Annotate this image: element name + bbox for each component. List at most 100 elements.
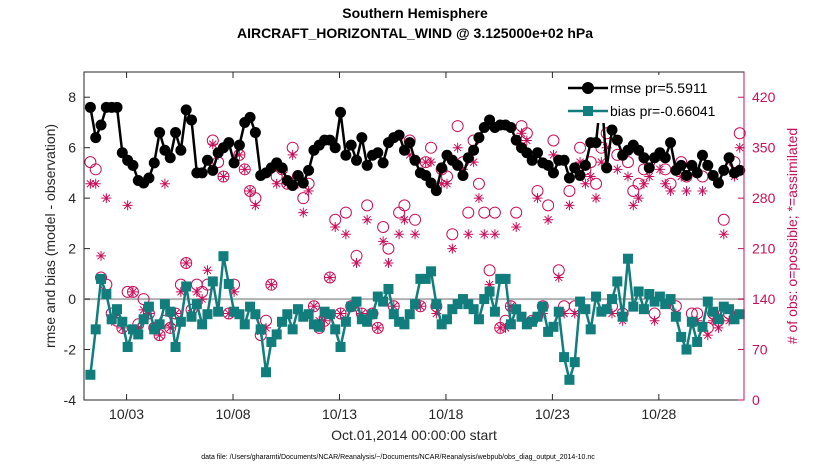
obs-assimilated-marker bbox=[468, 157, 479, 168]
bias-point bbox=[218, 251, 229, 262]
obs-assimilated-marker bbox=[362, 214, 373, 225]
bias-point bbox=[495, 273, 506, 284]
plot-area bbox=[83, 71, 745, 401]
bias-point bbox=[271, 329, 282, 340]
rmse-point bbox=[718, 164, 730, 176]
obs-assimilated-marker bbox=[681, 185, 692, 196]
bias-point bbox=[308, 319, 319, 330]
bias-point bbox=[548, 321, 559, 332]
obs-possible-marker bbox=[590, 177, 603, 190]
bias-point bbox=[622, 253, 633, 264]
rmse-point bbox=[303, 164, 315, 176]
obs-possible-marker bbox=[483, 264, 496, 277]
rmse-point bbox=[734, 164, 746, 176]
obs-assimilated-marker bbox=[548, 149, 559, 160]
bias-point bbox=[223, 278, 234, 289]
bias-point bbox=[617, 311, 628, 322]
bias-point bbox=[298, 311, 309, 322]
right-y-axis-label: # of obs: o=possible; *=assimilated bbox=[784, 128, 800, 344]
bias-point bbox=[112, 304, 122, 315]
rmse-point bbox=[148, 157, 160, 169]
obs-possible-marker bbox=[217, 170, 230, 183]
obs-possible-marker bbox=[717, 213, 730, 226]
bias-point bbox=[213, 306, 224, 317]
obs-assimilated-marker bbox=[207, 139, 218, 150]
rmse-point bbox=[249, 127, 261, 139]
rmse-point bbox=[335, 106, 347, 118]
obs-assimilated-marker bbox=[553, 272, 564, 283]
obs-possible-marker bbox=[180, 257, 193, 270]
bias-point bbox=[436, 319, 447, 330]
rmse-point bbox=[233, 139, 245, 151]
y-tick-label: 2 bbox=[68, 241, 76, 257]
bias-point bbox=[149, 324, 160, 335]
obs-assimilated-marker bbox=[340, 229, 351, 240]
bias-point bbox=[287, 324, 298, 335]
rmse-point bbox=[558, 154, 570, 166]
y-tick-label: -2 bbox=[64, 342, 77, 358]
rmse-point bbox=[345, 139, 357, 151]
legend-bias-label: bias pr=-0.66041 bbox=[610, 103, 716, 119]
bias-point bbox=[697, 321, 708, 332]
rmse-point bbox=[681, 169, 693, 181]
obs-assimilated-marker bbox=[612, 164, 623, 175]
bias-point bbox=[138, 314, 149, 325]
rmse-point bbox=[90, 132, 102, 144]
obs-assimilated-marker bbox=[660, 178, 671, 189]
right-y-tick-label: 420 bbox=[752, 89, 776, 105]
bias-point bbox=[234, 309, 245, 320]
obs-assimilated-marker bbox=[90, 178, 101, 189]
rmse-point bbox=[606, 124, 618, 136]
obs-assimilated-marker bbox=[708, 315, 719, 326]
bias-point bbox=[90, 324, 101, 335]
rmse-point bbox=[356, 132, 368, 144]
bias-point bbox=[420, 273, 431, 284]
bias-point bbox=[537, 301, 548, 312]
bias-point bbox=[388, 309, 399, 320]
legend-rmse-label: rmse pr=5.5911 bbox=[610, 80, 708, 96]
bias-point bbox=[591, 291, 602, 302]
obs-assimilated-marker bbox=[537, 308, 548, 319]
bias-point bbox=[612, 276, 623, 287]
data-file-footnote: data file: /Users/gharamti/Documents/NCA… bbox=[201, 454, 595, 461]
bias-point bbox=[644, 289, 655, 300]
bias-point bbox=[410, 299, 421, 310]
bias-point bbox=[559, 352, 570, 363]
bias-point bbox=[255, 324, 266, 335]
obs-assimilated-marker bbox=[495, 322, 506, 333]
rmse-point bbox=[329, 142, 341, 154]
obs-possible-marker bbox=[297, 192, 310, 205]
bias-point bbox=[601, 304, 612, 315]
obs-assimilated-marker bbox=[457, 164, 468, 175]
obs-possible-marker bbox=[89, 163, 102, 176]
obs-assimilated-marker bbox=[324, 272, 335, 283]
obs-possible-marker bbox=[334, 307, 347, 320]
obs-assimilated-marker bbox=[431, 308, 442, 319]
rmse-point bbox=[659, 152, 671, 164]
rmse-point bbox=[351, 154, 363, 166]
bias-point bbox=[351, 296, 362, 307]
x-tick-label: 10/03 bbox=[109, 406, 144, 422]
bias-point bbox=[479, 294, 490, 305]
bias-point bbox=[399, 319, 410, 330]
bias-point bbox=[521, 319, 532, 330]
bias-point bbox=[181, 281, 192, 292]
rmse-point bbox=[531, 147, 543, 159]
obs-possible-marker bbox=[510, 206, 523, 219]
obs-assimilated-marker bbox=[607, 308, 617, 319]
right-y-tick-label: 280 bbox=[752, 190, 776, 206]
bias-point bbox=[734, 309, 745, 320]
axis-layer: -4 -2 0 2 4 6 8 0 70 140 210 280 350 420 10/03 10/08 10/… bbox=[64, 72, 776, 422]
obs-assimilated-marker bbox=[585, 171, 596, 182]
bias-point bbox=[447, 304, 458, 315]
obs-possible-marker bbox=[137, 293, 150, 306]
y-tick-label: 6 bbox=[68, 140, 76, 156]
obs-assimilated-marker bbox=[266, 279, 277, 290]
bias-point bbox=[686, 316, 697, 327]
obs-assimilated-marker bbox=[372, 322, 383, 333]
bias-point bbox=[457, 294, 468, 305]
bias-point bbox=[729, 314, 740, 325]
obs-assimilated-marker bbox=[447, 243, 458, 254]
bias-point bbox=[532, 311, 543, 322]
obs-possible-marker bbox=[323, 271, 336, 284]
